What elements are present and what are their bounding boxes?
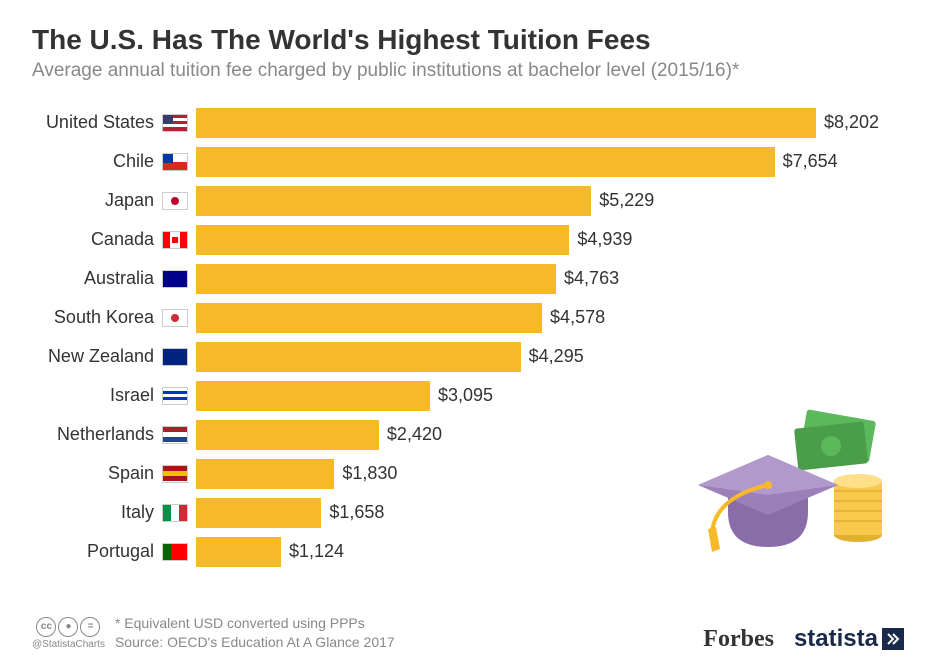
bar-row: Australia $4,763 (32, 260, 904, 297)
coins-icon (834, 474, 882, 542)
bar (196, 108, 816, 138)
bar-value: $8,202 (824, 112, 879, 133)
flag-icon (162, 543, 188, 561)
cash-icon (794, 409, 876, 470)
bar-wrap: $7,654 (196, 147, 904, 177)
bar-wrap: $5,229 (196, 186, 904, 216)
country-label: Portugal (32, 541, 162, 562)
flag-icon (162, 231, 188, 249)
bar (196, 537, 281, 567)
flag-icon (162, 348, 188, 366)
bar-wrap: $3,095 (196, 381, 904, 411)
footer-text: * Equivalent USD converted using PPPs So… (115, 614, 395, 653)
footer-right: Forbes statista (703, 625, 904, 653)
country-label: Italy (32, 502, 162, 523)
statista-icon (882, 628, 904, 650)
statista-logo: statista (794, 625, 904, 653)
flag-icon (162, 192, 188, 210)
bar-row: Canada $4,939 (32, 221, 904, 258)
footer-left: cc ● = @StatistaCharts * Equivalent USD … (32, 614, 395, 653)
bar (196, 342, 521, 372)
bar-wrap: $4,939 (196, 225, 904, 255)
flag-icon (162, 270, 188, 288)
country-label: Canada (32, 229, 162, 250)
bar-value: $1,830 (342, 463, 397, 484)
bar-value: $1,124 (289, 541, 344, 562)
country-label: New Zealand (32, 346, 162, 367)
bar-row: New Zealand $4,295 (32, 338, 904, 375)
country-label: South Korea (32, 307, 162, 328)
chart-title: The U.S. Has The World's Highest Tuition… (32, 24, 904, 56)
bar-value: $5,229 (599, 190, 654, 211)
flag-icon (162, 387, 188, 405)
bar (196, 225, 569, 255)
cc-handle: @StatistaCharts (32, 639, 105, 650)
chart-container: The U.S. Has The World's Highest Tuition… (0, 0, 936, 667)
chart-subtitle: Average annual tuition fee charged by pu… (32, 60, 904, 82)
flag-icon (162, 426, 188, 444)
country-label: United States (32, 112, 162, 133)
bar-value: $4,763 (564, 268, 619, 289)
bar-wrap: $4,763 (196, 264, 904, 294)
bar-wrap: $8,202 (196, 108, 904, 138)
country-label: Australia (32, 268, 162, 289)
bar (196, 147, 775, 177)
grad-cap-icon (698, 455, 838, 552)
bar-wrap: $4,295 (196, 342, 904, 372)
bar (196, 381, 430, 411)
cc-license-icons: cc ● = @StatistaCharts (32, 617, 105, 650)
flag-icon (162, 504, 188, 522)
flag-icon (162, 465, 188, 483)
country-label: Japan (32, 190, 162, 211)
country-label: Spain (32, 463, 162, 484)
flag-icon (162, 153, 188, 171)
bar-value: $4,939 (577, 229, 632, 250)
bar-value: $1,658 (329, 502, 384, 523)
source: Source: OECD's Education At A Glance 201… (115, 633, 395, 653)
bar (196, 498, 321, 528)
bar-row: Chile $7,654 (32, 143, 904, 180)
bar (196, 459, 334, 489)
bar-row: United States $8,202 (32, 104, 904, 141)
bar-row: South Korea $4,578 (32, 299, 904, 336)
bar-value: $4,578 (550, 307, 605, 328)
footnote: * Equivalent USD converted using PPPs (115, 614, 395, 634)
footer: cc ● = @StatistaCharts * Equivalent USD … (32, 614, 904, 653)
flag-icon (162, 309, 188, 327)
country-label: Chile (32, 151, 162, 172)
decoration-graphic (698, 407, 888, 567)
bar (196, 264, 556, 294)
flag-icon (162, 114, 188, 132)
country-label: Netherlands (32, 424, 162, 445)
bar-row: Japan $5,229 (32, 182, 904, 219)
bar (196, 303, 542, 333)
country-label: Israel (32, 385, 162, 406)
bar-wrap: $4,578 (196, 303, 904, 333)
bar-value: $4,295 (529, 346, 584, 367)
forbes-logo: Forbes (703, 626, 774, 653)
bar-value: $3,095 (438, 385, 493, 406)
bar-value: $7,654 (783, 151, 838, 172)
bar-value: $2,420 (387, 424, 442, 445)
bar (196, 420, 379, 450)
bar (196, 186, 591, 216)
